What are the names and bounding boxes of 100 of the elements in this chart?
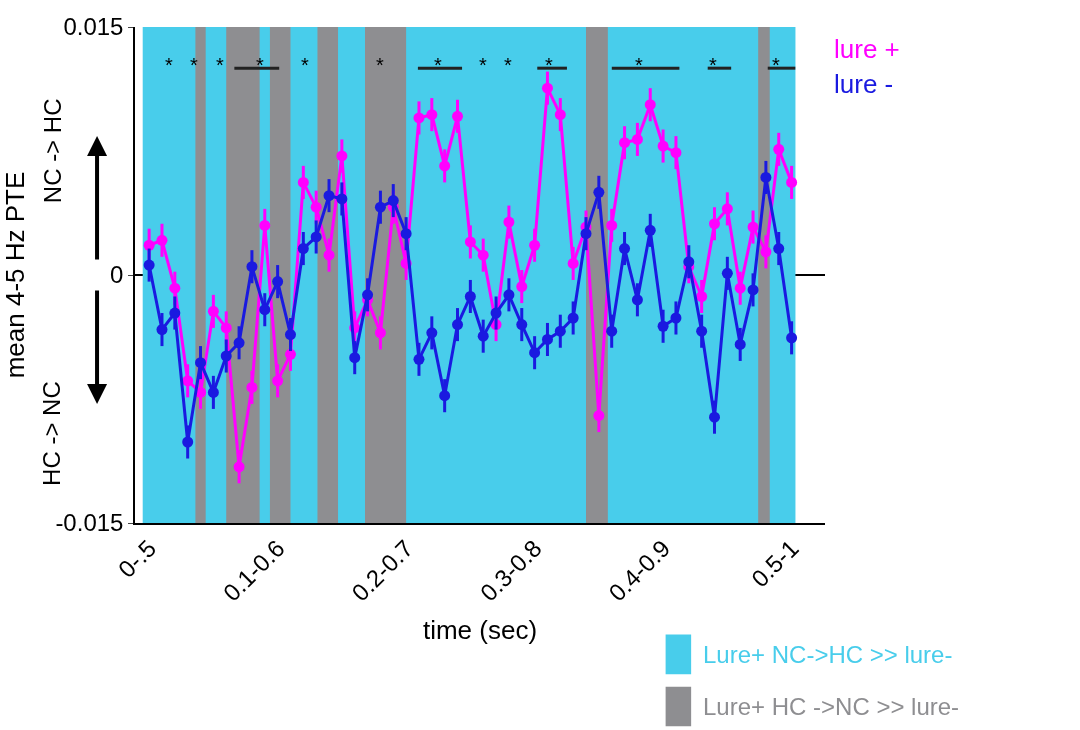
point: [786, 176, 798, 188]
annotation: *: [434, 54, 442, 76]
point: [464, 290, 476, 302]
point: [297, 176, 309, 188]
point: [439, 160, 451, 172]
point: [413, 353, 425, 365]
point: [554, 109, 566, 121]
annotation: *: [190, 54, 198, 76]
point: [220, 322, 232, 334]
text: Lure+ HC ->NC >> lure-: [703, 693, 960, 720]
point: [323, 249, 335, 261]
y-tick-label: -0.015: [55, 509, 124, 537]
point: [143, 239, 155, 251]
point: [631, 294, 643, 306]
point: [464, 236, 476, 248]
point: [657, 320, 669, 332]
point: [619, 243, 631, 255]
point: [670, 312, 682, 324]
y-axis-title: mean 4-5 Hz PTE: [0, 171, 30, 379]
point: [644, 99, 656, 111]
point: [362, 289, 374, 301]
point: [593, 410, 605, 422]
annotation: *: [216, 54, 224, 76]
annotation: *: [256, 54, 264, 76]
point: [195, 357, 207, 369]
point: [220, 350, 232, 362]
point: [786, 332, 798, 344]
point: [567, 257, 579, 269]
point: [683, 256, 695, 268]
point: [606, 219, 618, 231]
point: [516, 281, 528, 293]
annotation: *: [376, 54, 384, 76]
point: [773, 243, 785, 255]
point: [670, 147, 682, 159]
point: [709, 218, 720, 230]
point: [503, 216, 515, 228]
point: [760, 246, 772, 258]
point: [541, 82, 553, 94]
point: [182, 436, 194, 448]
point: [593, 186, 605, 198]
text: HC -> NC: [38, 381, 66, 486]
y-tick-label: 0: [110, 261, 124, 289]
text: lure +: [834, 34, 900, 64]
y-tick-label: 0.015: [63, 13, 124, 41]
point: [747, 284, 759, 296]
point: [272, 375, 284, 387]
point: [207, 305, 219, 317]
point: [413, 112, 425, 124]
point: [452, 319, 464, 331]
point: [773, 143, 785, 155]
point: [631, 133, 643, 145]
point: [426, 109, 438, 121]
annotation: *: [772, 54, 780, 76]
point: [246, 381, 258, 393]
point: [156, 324, 168, 336]
point: [259, 219, 271, 231]
point: [503, 289, 515, 301]
point: [709, 411, 720, 423]
point: [477, 330, 489, 342]
annotation: *: [479, 54, 487, 76]
point: [657, 140, 669, 152]
point: [387, 195, 399, 207]
point: [182, 375, 194, 387]
point: [696, 325, 708, 337]
point: [477, 249, 489, 261]
point: [323, 190, 335, 202]
point: [747, 221, 759, 233]
point: [734, 282, 746, 294]
annotation: *: [709, 54, 717, 76]
text: Lure+ NC->HC >> lure-: [703, 641, 953, 668]
x-axis-title: time (sec): [422, 614, 538, 645]
text: NC -> HC: [39, 98, 67, 204]
point: [529, 239, 541, 251]
point: [439, 390, 451, 402]
text: lure -: [834, 69, 894, 99]
annotation: *: [545, 54, 553, 76]
point: [606, 325, 618, 337]
point: [272, 276, 284, 288]
point: [169, 307, 181, 319]
point: [619, 137, 631, 149]
point: [169, 282, 181, 294]
point: [644, 224, 656, 236]
point: [567, 312, 579, 324]
point: [721, 203, 733, 215]
point: [490, 307, 502, 319]
point: [259, 304, 271, 316]
point: [734, 338, 746, 350]
point: [156, 234, 168, 246]
annotation: *: [504, 54, 512, 76]
point: [336, 150, 348, 162]
point: [516, 319, 528, 331]
point: [760, 171, 772, 183]
point: [554, 325, 566, 337]
point: [426, 327, 438, 339]
point: [297, 243, 309, 255]
annotation: *: [301, 54, 309, 76]
point: [374, 201, 386, 213]
point: [336, 193, 348, 205]
point: [374, 327, 386, 339]
point: [580, 228, 592, 240]
